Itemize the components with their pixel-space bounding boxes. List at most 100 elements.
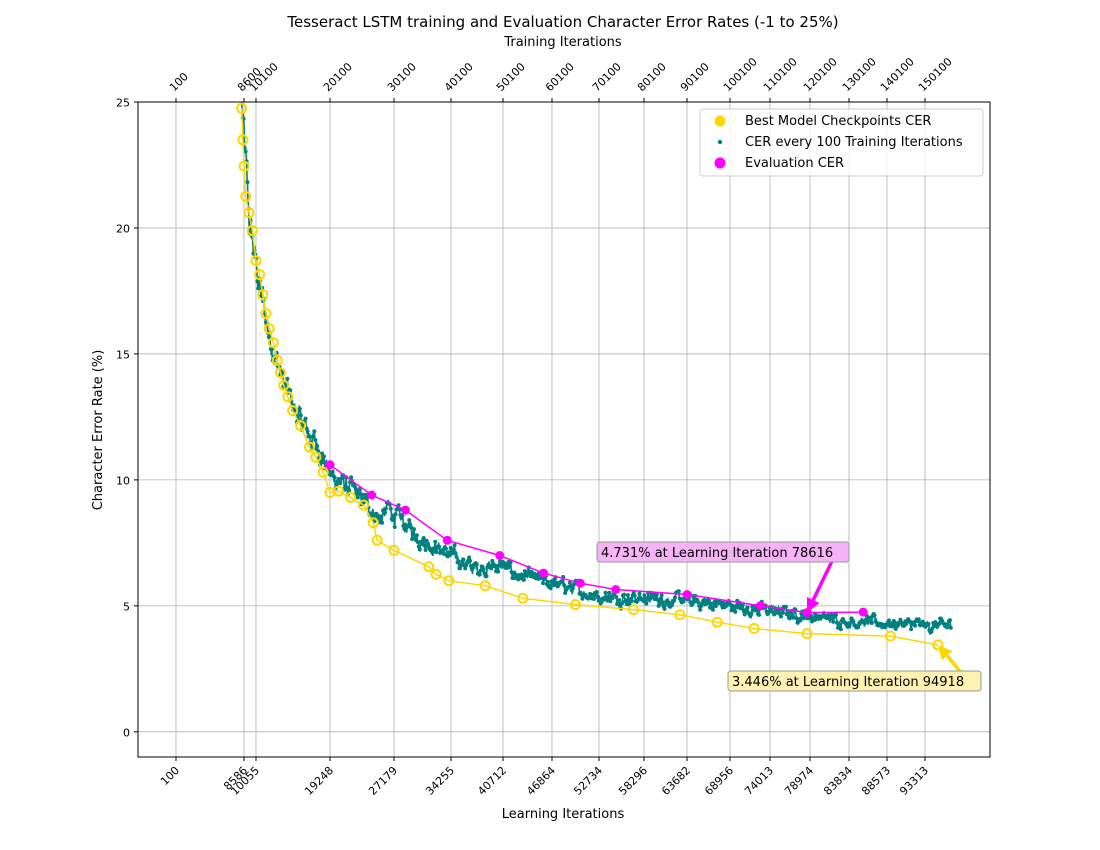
bottom-axis-title: Learning Iterations: [502, 807, 625, 822]
x2-tick-label: 110100: [761, 55, 800, 94]
training-cer-point: [662, 606, 667, 611]
legend-label-training: CER every 100 Training Iterations: [745, 135, 963, 150]
training-cer-point: [887, 618, 891, 623]
training-cer-point: [742, 612, 747, 617]
training-cer-point: [637, 591, 642, 596]
x-tick-label: 88573: [859, 764, 893, 798]
training-cer-point: [461, 557, 466, 562]
training-cer-point: [672, 598, 677, 603]
training-cer-point: [448, 545, 453, 550]
legend-marker-checkpoints: [714, 115, 726, 127]
training-cer-point: [285, 376, 290, 381]
x2-tick-label: 70100: [590, 60, 624, 94]
training-cer-point: [313, 438, 318, 442]
training-cer-point: [705, 601, 709, 606]
training-cer-point: [745, 605, 750, 610]
training-cer-point: [707, 598, 711, 603]
checkpoint-cer-point: [267, 337, 279, 349]
evaluation-cer-point: [400, 505, 410, 515]
checkpoint-cer-point: [423, 561, 435, 573]
training-cer-point: [347, 488, 352, 493]
checkpoint-cer-point: [282, 391, 294, 403]
x2-tick-label: 80100: [635, 60, 669, 94]
training-cer-point: [555, 584, 560, 589]
training-cer-point: [909, 627, 914, 632]
training-cer-point: [481, 567, 486, 572]
evaluation-cer-point: [575, 578, 585, 588]
training-cer-point: [408, 522, 413, 527]
training-cer-point: [307, 434, 312, 439]
annotations: 4.731% at Learning Iteration 78616 3.446%…: [596, 541, 982, 692]
training-cer-point: [838, 627, 843, 632]
training-cer-point: [297, 406, 302, 411]
legend-label-evaluation: Evaluation CER: [745, 156, 844, 171]
training-cer-point: [948, 625, 953, 630]
training-cer-point: [255, 279, 260, 284]
training-cer-point: [828, 616, 833, 621]
training-cer-point: [834, 612, 838, 617]
x2-tick-label: 140100: [878, 55, 917, 94]
checkpoint-cer-point: [254, 269, 266, 281]
training-cer-point: [562, 583, 567, 588]
training-cer-point: [380, 520, 385, 525]
checkpoint-cer-point: [236, 102, 248, 114]
training-cer-point: [772, 612, 777, 617]
training-cer-point: [733, 609, 738, 614]
evaluation-cer-point: [442, 535, 452, 545]
legend-marker-evaluation: [714, 157, 726, 169]
x-tick-label: 34255: [423, 764, 457, 798]
training-cer-point: [379, 514, 384, 519]
training-cer-point: [779, 614, 783, 619]
training-cer-point: [415, 540, 420, 545]
training-cer-point: [409, 525, 414, 530]
x-tick-label: 93313: [897, 764, 931, 798]
checkpoint-cer-point: [388, 544, 400, 556]
training-cer-point: [433, 539, 438, 544]
x-tick-label: 78974: [782, 764, 816, 798]
x-tick-label: 46864: [524, 764, 558, 798]
training-cer-point: [477, 572, 482, 577]
training-cer-point: [434, 549, 439, 554]
evaluation-cer-point: [858, 607, 868, 617]
training-cer-point: [676, 589, 681, 594]
training-cer-point: [391, 516, 396, 521]
training-cer-point: [453, 551, 458, 556]
training-cer-point: [417, 547, 422, 552]
checkpoint-cer-point: [443, 575, 455, 587]
training-cer-point: [536, 576, 541, 581]
training-cer-point: [681, 599, 686, 604]
training-cer-point: [245, 180, 250, 185]
x2-tick-label: 60100: [543, 60, 577, 94]
annotation-checkpoint-arrow-head: [938, 644, 953, 661]
training-cer-point: [332, 475, 337, 480]
training-cer-point: [407, 518, 412, 523]
training-cer-point: [508, 560, 513, 565]
annotation-checkpoint-box: [727, 670, 982, 692]
training-cer-point: [947, 618, 952, 623]
training-cer-point: [945, 623, 950, 628]
x2-tick-label: 120100: [801, 55, 840, 94]
training-cer-point: [548, 586, 553, 591]
training-cer-point: [580, 596, 585, 601]
training-cer-point: [414, 533, 419, 538]
chart-marks: [236, 102, 953, 651]
training-cer-point: [423, 548, 428, 552]
x2-tick-label: 40100: [442, 60, 476, 94]
checkpoint-cer-point: [430, 568, 442, 580]
training-cer-point: [524, 573, 529, 578]
training-cer-point: [642, 593, 647, 598]
plot-frame: [137, 101, 991, 758]
y-tick-label: 0: [123, 726, 130, 739]
training-cer-point: [898, 617, 903, 622]
training-cer-point: [668, 604, 673, 609]
training-cer-point: [312, 429, 317, 434]
training-cer-point: [521, 577, 526, 582]
training-cer-point: [353, 487, 358, 491]
training-cer-point: [311, 434, 316, 439]
checkpoint-cer-point: [317, 466, 329, 478]
x-tick-label: 63682: [659, 764, 693, 798]
training-cer-point: [781, 610, 785, 615]
evaluation-cer-point: [325, 460, 335, 470]
evaluation-cer-point: [539, 568, 548, 578]
checkpoint-cer-point: [884, 630, 896, 642]
